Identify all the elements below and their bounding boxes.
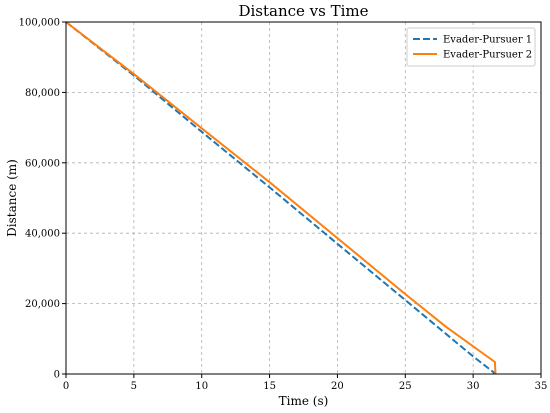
x-tick-label: 15: [263, 381, 276, 392]
grid: [65, 21, 542, 375]
plot-frame: [65, 21, 542, 375]
x-tick-label: 25: [399, 381, 412, 392]
x-tick-label: 10: [195, 381, 208, 392]
plot-lines: [65, 21, 497, 375]
legend-box: [406, 27, 536, 67]
y-tick-label: 60,000: [25, 158, 60, 169]
x-tick-label: 5: [131, 381, 137, 392]
x-tick-label: 20: [331, 381, 344, 392]
y-tick-label: 40,000: [25, 229, 60, 240]
y-tick-label: 0: [54, 370, 60, 381]
y-tick-label: 100,000: [19, 18, 60, 29]
y-axis-label: Distance (m): [5, 159, 19, 237]
legend: Evader-Pursuer 1 Evader-Pursuer 2: [406, 27, 536, 67]
axis-ticks: 0 5 10 15 20 25 30 35 0 20,000 40,000 60,000 80,000 1…: [19, 18, 548, 393]
y-tick-label: 80,000: [25, 88, 60, 99]
chart-title: Distance vs Time: [238, 2, 368, 20]
legend-label-2: Evader-Pursuer 2: [443, 50, 532, 61]
x-tick-label: 30: [467, 381, 480, 392]
y-tick-label: 20,000: [25, 299, 60, 310]
series-line-1: [65, 21, 496, 375]
x-tick-label: 35: [535, 381, 548, 392]
legend-label-1: Evader-Pursuer 1: [443, 35, 532, 46]
x-axis-label: Time (s): [279, 394, 329, 408]
series-line-2: [65, 21, 497, 375]
x-tick-label: 0: [63, 381, 69, 392]
